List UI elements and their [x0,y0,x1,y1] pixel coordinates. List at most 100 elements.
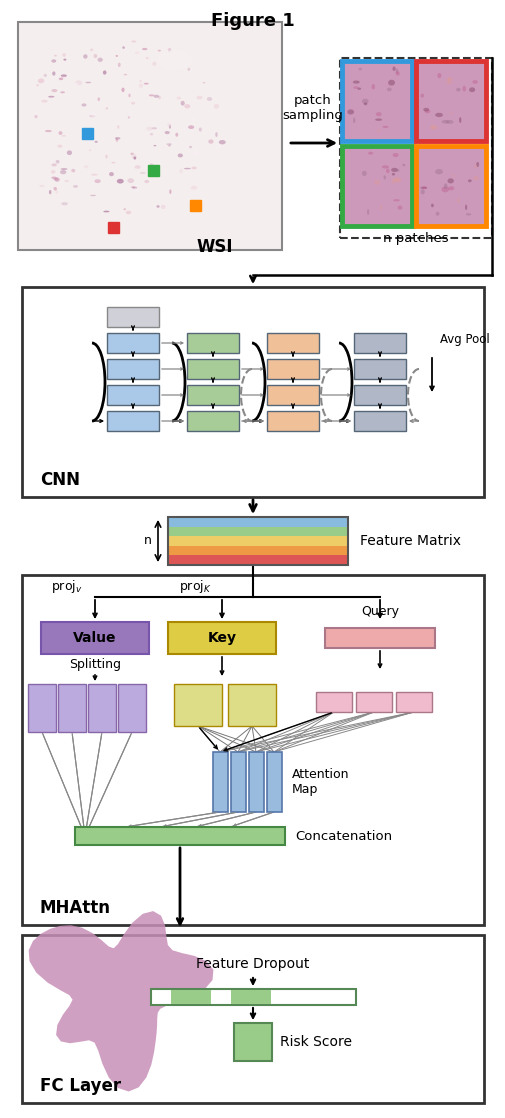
Bar [233,1023,272,1061]
Bar [267,333,318,353]
Ellipse shape [39,184,44,187]
Ellipse shape [134,143,136,145]
Ellipse shape [366,209,369,215]
Ellipse shape [346,110,353,114]
Ellipse shape [385,169,389,173]
Ellipse shape [52,89,58,92]
Ellipse shape [132,187,137,189]
Bar [267,752,281,812]
Ellipse shape [142,48,147,50]
Ellipse shape [371,84,374,89]
Ellipse shape [148,94,154,96]
Ellipse shape [191,167,196,169]
Ellipse shape [185,145,189,149]
Bar [168,517,347,565]
Bar [231,752,245,812]
Bar [356,692,391,712]
Bar [316,692,351,712]
Bar [354,333,405,353]
Bar [107,307,159,326]
Ellipse shape [196,96,202,100]
Ellipse shape [352,86,358,88]
Ellipse shape [213,133,215,136]
Ellipse shape [43,74,47,77]
Ellipse shape [184,168,190,169]
Bar [22,287,483,498]
Ellipse shape [468,87,474,92]
Ellipse shape [361,98,368,104]
Ellipse shape [103,89,106,94]
Ellipse shape [215,132,217,136]
Ellipse shape [83,55,87,58]
Ellipse shape [128,94,130,97]
Ellipse shape [179,169,183,173]
Ellipse shape [62,135,66,136]
Bar [341,61,411,141]
Text: Splitting: Splitting [69,659,121,671]
Text: Key: Key [207,631,236,645]
Ellipse shape [377,129,379,132]
Bar [339,58,491,238]
Ellipse shape [103,104,108,106]
Ellipse shape [167,124,171,126]
Ellipse shape [465,214,471,216]
Ellipse shape [161,205,166,209]
Ellipse shape [115,55,118,57]
Bar [75,827,284,845]
Ellipse shape [131,186,135,188]
Ellipse shape [49,190,52,195]
Ellipse shape [420,189,424,195]
Ellipse shape [464,205,466,210]
Ellipse shape [54,55,57,57]
Ellipse shape [390,168,397,172]
Ellipse shape [393,178,400,183]
Ellipse shape [105,158,111,159]
Ellipse shape [133,157,136,160]
Text: patch
sampling: patch sampling [282,94,343,122]
Ellipse shape [169,125,171,129]
Text: Value: Value [73,631,117,645]
Ellipse shape [103,70,107,75]
Ellipse shape [111,162,115,163]
Ellipse shape [126,210,131,215]
Ellipse shape [139,172,145,173]
Ellipse shape [393,178,399,181]
Bar [415,61,485,141]
Ellipse shape [392,66,395,70]
Bar [88,684,116,732]
Ellipse shape [195,94,199,96]
Ellipse shape [456,198,459,202]
Ellipse shape [145,57,148,59]
Ellipse shape [168,144,170,146]
Ellipse shape [397,206,401,210]
Ellipse shape [75,83,79,86]
Ellipse shape [131,40,136,42]
Bar [354,359,405,379]
Ellipse shape [151,127,157,130]
Ellipse shape [117,125,119,129]
Ellipse shape [207,97,212,101]
Ellipse shape [135,168,138,170]
Ellipse shape [60,170,66,174]
Ellipse shape [434,169,442,174]
Bar [168,546,347,556]
Ellipse shape [189,82,193,85]
Ellipse shape [391,173,394,176]
Ellipse shape [73,186,78,188]
Bar [213,752,228,812]
Ellipse shape [134,51,139,55]
Bar [189,200,200,211]
Ellipse shape [88,149,91,151]
Ellipse shape [208,140,213,144]
Ellipse shape [131,102,135,105]
Ellipse shape [51,170,56,173]
Ellipse shape [115,138,120,140]
Ellipse shape [56,189,58,195]
Bar [107,385,159,405]
Ellipse shape [392,153,398,157]
Ellipse shape [440,187,448,192]
Text: Feature Matrix: Feature Matrix [359,534,460,548]
Ellipse shape [97,97,100,101]
Ellipse shape [368,152,372,154]
Bar [341,146,411,226]
